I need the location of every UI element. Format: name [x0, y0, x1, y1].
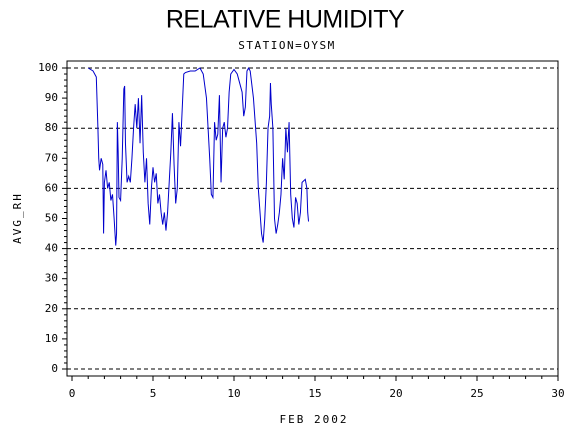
chart-subtitle: STATION=OYSM — [238, 39, 335, 52]
y-tick-label: 100 — [38, 61, 58, 74]
y-tick-label: 80 — [45, 121, 58, 134]
y-tick-label: 40 — [45, 242, 58, 255]
x-tick-label: 20 — [389, 387, 402, 400]
y-tick-label: 60 — [45, 181, 58, 194]
x-tick-label: 5 — [150, 387, 157, 400]
x-tick-label: 30 — [551, 387, 564, 400]
x-tick-label: 10 — [227, 387, 240, 400]
x-tick-label: 25 — [470, 387, 483, 400]
plot-frame — [66, 60, 559, 377]
y-tick-label: 50 — [45, 212, 58, 225]
x-tick-label: 0 — [69, 387, 76, 400]
y-tick-label: 0 — [51, 362, 58, 375]
y-tick-label: 10 — [45, 332, 58, 345]
y-tick-label: 30 — [45, 272, 58, 285]
y-tick-label: 90 — [45, 91, 58, 104]
x-axis-label: FEB 2002 — [280, 413, 349, 426]
chart-title: RELATIVE HUMIDITY — [166, 6, 405, 34]
y-tick-label: 70 — [45, 151, 58, 164]
x-tick-label: 15 — [308, 387, 321, 400]
y-tick-label: 20 — [45, 302, 58, 315]
y-axis-label: AVG_RH — [11, 192, 24, 244]
data-line — [87, 66, 310, 246]
